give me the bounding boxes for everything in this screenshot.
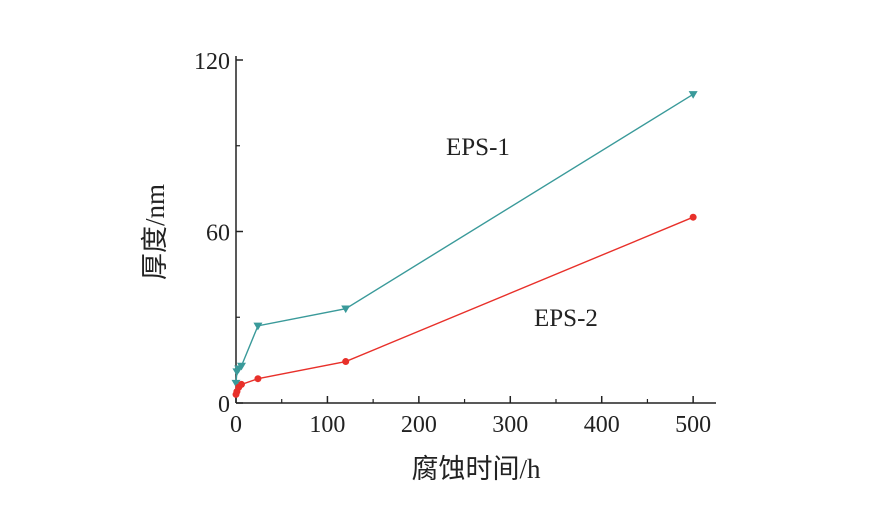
ticks: 0 100 200 300 400 500 0 60 120 — [194, 49, 711, 438]
x-axis-title: 腐蚀时间/h — [411, 454, 541, 484]
data-point — [237, 380, 245, 388]
data-point — [253, 322, 263, 331]
data-point — [689, 213, 697, 221]
x-tick-label-0: 0 — [230, 412, 242, 438]
data-point — [688, 91, 698, 99]
series-label-eps-1: EPS-1 — [446, 134, 510, 161]
series-eps-1 — [231, 91, 698, 388]
x-tick-label-2: 200 — [401, 412, 437, 438]
data-point — [342, 358, 350, 366]
series-label-eps-2: EPS-2 — [534, 305, 598, 332]
data-point — [231, 379, 241, 388]
axes — [235, 56, 716, 404]
y-tick-label-0: 0 — [218, 392, 230, 418]
data-point — [254, 375, 262, 383]
x-tick-label-3: 300 — [492, 412, 528, 438]
x-tick-label-1: 100 — [309, 412, 345, 438]
y-tick-label-1: 60 — [206, 221, 230, 247]
x-tick-label-4: 400 — [584, 412, 620, 438]
data-point — [236, 362, 246, 371]
y-tick-label-2: 120 — [194, 49, 230, 75]
data-point — [341, 305, 351, 314]
x-tick-label-5: 500 — [675, 412, 711, 438]
y-axis-title: 厚度/nm — [140, 184, 170, 280]
series-line-eps-2 — [235, 216, 694, 395]
series-eps-2 — [232, 213, 697, 398]
series-layer — [231, 91, 698, 398]
